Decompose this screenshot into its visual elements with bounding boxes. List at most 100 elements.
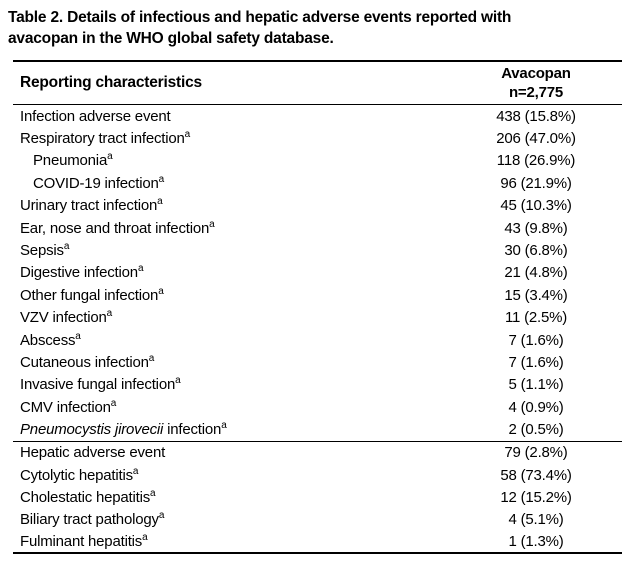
table-header-row: Reporting characteristics Avacopan n=2,7… bbox=[13, 62, 622, 105]
footnote-marker: a bbox=[158, 285, 164, 297]
row-value: 79 (2.8%) bbox=[504, 444, 568, 462]
row-label: Pneumoniaa bbox=[13, 151, 450, 170]
row-label: CMV infectiona bbox=[13, 397, 450, 416]
table-row: Pneumocystis jirovecii infectiona 2 (0.5… bbox=[13, 418, 622, 440]
row-value: 58 (73.4%) bbox=[500, 466, 572, 484]
row-value: 4 (0.9%) bbox=[508, 398, 564, 416]
table-row: Abscessa 7 (1.6%) bbox=[13, 329, 622, 351]
row-label-text: Ear, nose and throat infection bbox=[20, 219, 210, 237]
footnote-marker: a bbox=[175, 375, 181, 387]
row-label: Cytolytic hepatitisa bbox=[13, 465, 450, 484]
row-label-text: Sepsis bbox=[20, 242, 64, 260]
table-caption-line2: avacopan in the WHO global safety databa… bbox=[8, 30, 334, 47]
table-row: Cutaneous infectiona 7 (1.6%) bbox=[13, 351, 622, 373]
row-label-text: VZV infection bbox=[20, 309, 107, 327]
row-value: 206 (47.0%) bbox=[496, 130, 576, 148]
row-label: Invasive fungal infectiona bbox=[13, 375, 450, 394]
table-row: Cytolytic hepatitisa 58 (73.4%) bbox=[13, 464, 622, 486]
footnote-marker: a bbox=[142, 531, 148, 543]
row-label: COVID-19 infectiona bbox=[13, 173, 450, 192]
row-label: Fulminant hepatitisa bbox=[13, 531, 450, 550]
row-label: Ear, nose and throat infectiona bbox=[13, 218, 450, 237]
row-label: Sepsisa bbox=[13, 242, 450, 260]
footnote-marker: a bbox=[158, 509, 165, 521]
table-row: Biliary tract pathologya 4 (5.1%) bbox=[13, 508, 622, 530]
row-label: Infection adverse event bbox=[13, 108, 450, 125]
row-label-text: Pneumonia bbox=[33, 152, 108, 170]
header-group-name: Avacopan bbox=[501, 65, 571, 82]
table-row: Respiratory tract infectiona 206 (47.0%) bbox=[13, 127, 622, 149]
header-reporting-characteristics: Reporting characteristics bbox=[20, 74, 202, 91]
row-value: 96 (21.9%) bbox=[500, 174, 572, 192]
row-value: 438 (15.8%) bbox=[496, 107, 576, 125]
footnote-marker: a bbox=[157, 196, 163, 208]
footnote-marker: a bbox=[107, 151, 113, 163]
table-row: Urinary tract infectiona 45 (10.3%) bbox=[13, 195, 622, 217]
row-label: Respiratory tract infectiona bbox=[13, 129, 450, 148]
row-value: 15 (3.4%) bbox=[504, 286, 568, 304]
adverse-events-table: Reporting characteristics Avacopan n=2,7… bbox=[13, 60, 622, 555]
row-label-text: Invasive fungal infection bbox=[20, 376, 176, 394]
footnote-marker: a bbox=[209, 218, 215, 230]
row-value: 7 (1.6%) bbox=[508, 331, 564, 349]
footnote-marker: a bbox=[158, 173, 165, 185]
row-label-text: Cholestatic hepatitis bbox=[20, 488, 151, 506]
row-label: Pneumocystis jirovecii infectiona bbox=[13, 420, 450, 439]
table-row: Digestive infectiona 21 (4.8%) bbox=[13, 262, 622, 284]
table-row: VZV infectiona 11 (2.5%) bbox=[13, 307, 622, 329]
footnote-marker: a bbox=[106, 308, 113, 320]
row-value: 45 (10.3%) bbox=[500, 197, 572, 215]
header-avacopan-group: Avacopan n=2,775 bbox=[450, 64, 622, 102]
row-value: 12 (15.2%) bbox=[500, 488, 572, 506]
table-row: Invasive fungal infectiona 5 (1.1%) bbox=[13, 374, 622, 396]
row-label: Other fungal infectiona bbox=[13, 285, 450, 304]
row-value: 1 (1.3%) bbox=[508, 532, 564, 550]
table-row: Sepsisa 30 (6.8%) bbox=[13, 239, 622, 261]
row-label: Abscessa bbox=[13, 330, 450, 349]
header-group-n: n=2,775 bbox=[508, 84, 564, 101]
table-row: Cholestatic hepatitisa 12 (15.2%) bbox=[13, 486, 622, 508]
row-label-text: Other fungal infection bbox=[20, 286, 159, 304]
row-label-text: COVID-19 infection bbox=[33, 174, 159, 192]
row-label-text: Cutaneous infection bbox=[20, 353, 149, 371]
footnote-marker: a bbox=[184, 129, 191, 141]
row-value: 30 (6.8%) bbox=[504, 242, 568, 260]
table-row: Pneumoniaa 118 (26.9%) bbox=[13, 150, 622, 172]
row-label: Cutaneous infectiona bbox=[13, 353, 450, 371]
table-row: Infection adverse event 438 (15.8%) bbox=[13, 105, 622, 127]
row-label: Hepatic adverse event bbox=[13, 444, 450, 461]
row-label-text: Digestive infection bbox=[20, 264, 138, 282]
row-label-text: CMV infection bbox=[20, 398, 111, 416]
row-value: 7 (1.6%) bbox=[508, 353, 564, 371]
hepatic-section: Hepatic adverse event 79 (2.8%) Cytolyti… bbox=[13, 440, 622, 552]
footnote-marker: a bbox=[150, 487, 156, 499]
row-value: 4 (5.1%) bbox=[508, 510, 564, 528]
row-label-text: Fulminant hepatitis bbox=[20, 532, 143, 550]
table-row: Hepatic adverse event 79 (2.8%) bbox=[13, 442, 622, 464]
row-label-italic: Pneumocystis jirovecii bbox=[20, 421, 164, 439]
row-label-text: Urinary tract infection bbox=[20, 197, 158, 215]
row-label: Urinary tract infectiona bbox=[13, 196, 450, 215]
row-value: 118 (26.9%) bbox=[496, 152, 576, 170]
row-label-text: Biliary tract pathology bbox=[20, 510, 159, 528]
row-label-text: infection bbox=[163, 421, 222, 439]
footnote-marker: a bbox=[110, 397, 117, 409]
table-row: COVID-19 infectiona 96 (21.9%) bbox=[13, 172, 622, 194]
row-label-text: Cytolytic hepatitis bbox=[20, 466, 133, 484]
infection-section: Infection adverse event 438 (15.8%) Resp… bbox=[13, 105, 622, 441]
row-label-text: Infection adverse event bbox=[20, 107, 171, 125]
row-value: 5 (1.1%) bbox=[508, 376, 564, 394]
footnote-marker: a bbox=[75, 330, 81, 342]
table-row: CMV infectiona 4 (0.9%) bbox=[13, 396, 622, 418]
row-label: VZV infectiona bbox=[13, 308, 450, 327]
row-value: 43 (9.8%) bbox=[504, 219, 568, 237]
table-row: Other fungal infectiona 15 (3.4%) bbox=[13, 284, 622, 306]
row-label: Digestive infectiona bbox=[13, 264, 450, 282]
footnote-marker: a bbox=[132, 465, 139, 477]
table-caption: Table 2. Details of infectious and hepat… bbox=[0, 0, 637, 49]
footnote-marker: a bbox=[221, 420, 227, 432]
row-value: 21 (4.8%) bbox=[504, 264, 568, 282]
row-value: 11 (2.5%) bbox=[504, 309, 568, 327]
row-label-text: Hepatic adverse event bbox=[20, 444, 166, 462]
